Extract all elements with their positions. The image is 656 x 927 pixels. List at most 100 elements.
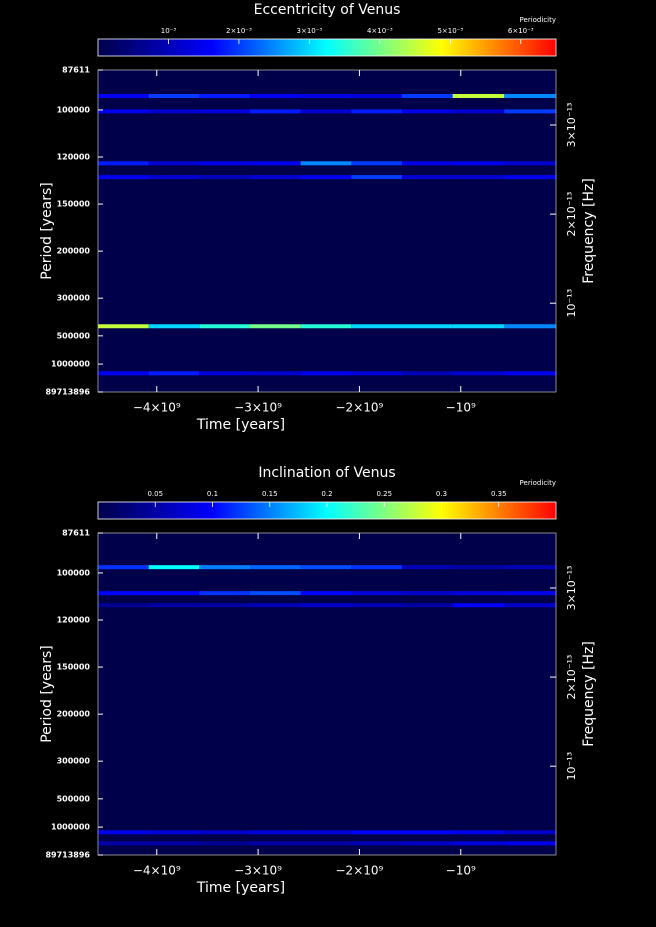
heatmap-cell <box>452 841 505 846</box>
heatmap-cell <box>504 109 556 114</box>
plot-area <box>98 533 556 855</box>
heatmap-cell <box>401 841 453 846</box>
colorbar-tick-label: 0.1 <box>207 490 218 498</box>
y2-tick-label: 2×10⁻¹³ <box>565 192 578 237</box>
heatmap-cell <box>98 109 149 114</box>
heatmap-cell <box>300 94 352 99</box>
heatmap-cell <box>249 830 301 835</box>
heatmap-cell <box>401 109 453 114</box>
heatmap-cell <box>199 109 250 114</box>
heatmap-cell <box>401 94 453 99</box>
heatmap-cell <box>199 841 250 846</box>
y-tick-label: 200000 <box>57 247 91 256</box>
heatmap-cell <box>452 109 505 114</box>
colorbar-tick-label: 5×10⁻³ <box>437 27 463 35</box>
heatmap-cell <box>504 841 556 846</box>
heatmap-cell <box>148 109 200 114</box>
heatmap-cell <box>98 841 149 846</box>
heatmap-cell <box>249 565 301 570</box>
heatmap-cell <box>249 591 301 596</box>
y-tick-label: 100000 <box>57 568 91 577</box>
plot-frame <box>97 532 557 856</box>
y-tick-label: 200000 <box>57 710 91 719</box>
plot-area <box>98 70 556 392</box>
heatmap-cell <box>300 565 352 570</box>
heatmap-cell <box>351 94 402 99</box>
heatmap-cell <box>300 371 352 376</box>
heatmap-cell <box>300 603 352 608</box>
y-tick-label: 1000000 <box>51 360 90 369</box>
heatmap-cell <box>148 603 200 608</box>
heatmap-cell <box>401 371 453 376</box>
colorbar-tick-label: 6×10⁻³ <box>508 27 534 35</box>
heatmap-cell <box>98 324 149 329</box>
heatmap-cell <box>98 161 149 166</box>
y-tick-label: 89713896 <box>45 851 90 860</box>
heatmap-cell <box>452 830 505 835</box>
y-tick-label: 500000 <box>57 331 91 340</box>
heatmap-cell <box>452 591 505 596</box>
heatmap-cell <box>98 175 149 180</box>
heatmap-cell <box>300 109 352 114</box>
heatmap-cell <box>504 175 556 180</box>
colorbar-tick-label: 3×10⁻³ <box>297 27 323 35</box>
heatmap-cell <box>249 161 301 166</box>
heatmap-cell <box>148 830 200 835</box>
heatmap-cell <box>300 841 352 846</box>
x-tick-label: −4×10⁹ <box>133 864 181 878</box>
y2-tick-label: 10⁻¹³ <box>565 289 578 318</box>
y-tick-label: 89713896 <box>45 388 90 397</box>
y2-axis-title: Frequency [Hz] <box>581 178 597 284</box>
x-axis-title: Time [years] <box>196 880 285 896</box>
heatmap-cell <box>98 603 149 608</box>
y-tick-label: 150000 <box>57 200 91 209</box>
heatmap-cell <box>199 324 250 329</box>
heatmap-cell <box>249 94 301 99</box>
y-tick-label: 87611 <box>62 66 90 75</box>
heatmap-cell <box>351 161 402 166</box>
x-tick-label: −10⁹ <box>446 401 476 415</box>
y-tick-label: 150000 <box>57 663 91 672</box>
x-tick-label: −3×10⁹ <box>234 401 282 415</box>
heatmap-cell <box>148 161 200 166</box>
x-tick-label: −2×10⁹ <box>336 401 384 415</box>
y2-axis-title: Frequency [Hz] <box>581 641 597 747</box>
heatmap-cell <box>148 94 200 99</box>
heatmap-cell <box>351 841 402 846</box>
heatmap-cell <box>351 109 402 114</box>
heatmap-cell <box>504 565 556 570</box>
heatmap-cell <box>351 603 402 608</box>
plot-frame <box>97 69 557 393</box>
heatmap-cell <box>148 175 200 180</box>
y-axis-title: Period [years] <box>39 645 55 743</box>
y-tick-label: 120000 <box>57 152 91 161</box>
heatmap-cell <box>401 830 453 835</box>
colorbar-tick-label: 0.3 <box>436 490 447 498</box>
heatmap-cell <box>504 830 556 835</box>
heatmap-cell <box>148 841 200 846</box>
y2-tick-label: 2×10⁻¹³ <box>565 655 578 700</box>
y-axis-title: Period [years] <box>39 182 55 280</box>
colorbar-label: Periodicity <box>520 16 556 24</box>
colorbar-tick-label: 0.35 <box>491 490 507 498</box>
heatmap-cell <box>249 371 301 376</box>
colorbar-tick-label: 4×10⁻³ <box>367 27 393 35</box>
heatmap-cell <box>351 324 402 329</box>
x-tick-label: −2×10⁹ <box>336 864 384 878</box>
y2-tick-label: 10⁻¹³ <box>565 752 578 781</box>
y-tick-label: 300000 <box>57 757 91 766</box>
x-tick-label: −3×10⁹ <box>234 864 282 878</box>
heatmap-cell <box>401 591 453 596</box>
colorbar-tick-label: 0.05 <box>147 490 163 498</box>
heatmap-cell <box>351 565 402 570</box>
heatmap-cell <box>199 175 250 180</box>
heatmap-cell <box>452 175 505 180</box>
y-tick-label: 100000 <box>57 105 91 114</box>
heatmap-cell <box>504 603 556 608</box>
heatmap-cell <box>401 603 453 608</box>
heatmap-cell <box>452 324 505 329</box>
heatmap-cell <box>504 94 556 99</box>
heatmap-cell <box>452 161 505 166</box>
chart-title: Eccentricity of Venus <box>254 2 401 18</box>
